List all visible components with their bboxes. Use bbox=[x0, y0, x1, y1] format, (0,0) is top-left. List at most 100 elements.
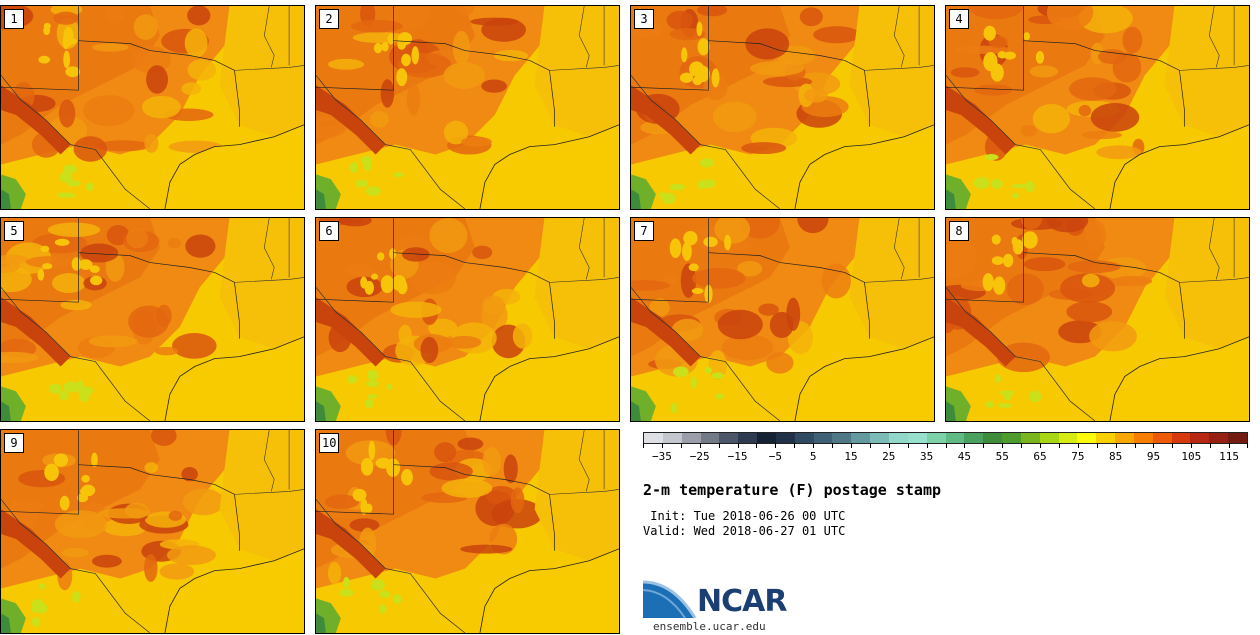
colorbar-cell bbox=[888, 433, 908, 443]
colorbar-cell bbox=[1115, 433, 1134, 443]
stamp-panel: 4 bbox=[945, 5, 1250, 210]
colorbar-label: 35 bbox=[919, 450, 934, 463]
colorbar-cell bbox=[1058, 433, 1078, 443]
colorbar-label: 95 bbox=[1146, 450, 1161, 463]
colorbar-tick bbox=[1040, 443, 1042, 448]
colorbar-cell bbox=[926, 433, 946, 443]
colorbar-cell bbox=[757, 433, 776, 443]
colorbar-tick bbox=[699, 443, 701, 448]
stamp-panel: 5 bbox=[0, 217, 305, 422]
colorbar-tick bbox=[737, 443, 739, 448]
colorbar-cell bbox=[832, 433, 852, 443]
colorbar-label: −25 bbox=[689, 450, 710, 463]
colorbar-cell bbox=[1096, 433, 1116, 443]
stamp-panel: 6 bbox=[315, 217, 620, 422]
stamp-number: 5 bbox=[4, 221, 24, 241]
colorbar-label: 15 bbox=[844, 450, 858, 463]
colorbar-cell bbox=[983, 433, 1003, 443]
colorbar-cell bbox=[851, 433, 871, 443]
site-url[interactable]: ensemble.ucar.edu bbox=[653, 620, 766, 633]
colorbar-label: −5 bbox=[768, 450, 782, 463]
colorbar-label: 5 bbox=[809, 450, 817, 463]
colorbar-cell bbox=[1020, 433, 1040, 443]
figure-title: 2-m temperature (F) postage stamp bbox=[643, 481, 942, 499]
colorbar-label: 105 bbox=[1181, 450, 1202, 463]
colorbar-tick bbox=[1021, 443, 1023, 448]
colorbar-cell bbox=[1228, 433, 1247, 443]
colorbar-tick bbox=[850, 443, 852, 448]
colorbar-tick bbox=[1172, 443, 1174, 448]
colorbar-cell bbox=[1209, 433, 1229, 443]
colorbar-tick bbox=[1153, 443, 1155, 448]
colorbar-cell bbox=[738, 433, 758, 443]
colorbar-cell bbox=[662, 433, 682, 443]
colorbar-tick bbox=[1134, 443, 1136, 448]
colorbar-cell bbox=[775, 433, 795, 443]
temperature-map bbox=[316, 6, 619, 209]
colorbar-label: −15 bbox=[727, 450, 748, 463]
colorbar-tick bbox=[813, 443, 815, 448]
stamp-number: 10 bbox=[319, 433, 340, 453]
stamp-number: 3 bbox=[634, 9, 654, 29]
colorbar-cell bbox=[1133, 433, 1153, 443]
temperature-map bbox=[631, 6, 934, 209]
colorbar-cell bbox=[1077, 433, 1097, 443]
colorbar-cell bbox=[1171, 433, 1191, 443]
colorbar-tick bbox=[1210, 443, 1212, 448]
colorbar-cell bbox=[1002, 433, 1021, 443]
colorbar-labels: −35 −25 −15 −5 5 15 25 35 45 55 65 75 85 95 105 115 bbox=[643, 450, 1248, 466]
ncar-wordmark: NCAR bbox=[697, 584, 787, 619]
stamp-number: 8 bbox=[949, 221, 969, 241]
colorbar-label: 25 bbox=[882, 450, 896, 463]
colorbar-label: 75 bbox=[1071, 450, 1085, 463]
colorbar-tick bbox=[1096, 443, 1098, 448]
colorbar-tick bbox=[756, 443, 758, 448]
stamp-number: 4 bbox=[949, 9, 969, 29]
stamp-panel: 1 bbox=[0, 5, 305, 210]
init-time: Init: Tue 2018-06-26 00 UTC bbox=[643, 509, 846, 523]
colorbar-label: 85 bbox=[1109, 450, 1123, 463]
colorbar-tick bbox=[643, 443, 644, 448]
colorbar-cell bbox=[907, 433, 927, 443]
temperature-map bbox=[316, 218, 619, 421]
colorbar-cell bbox=[945, 433, 965, 443]
stamp-number: 7 bbox=[634, 221, 654, 241]
colorbar-tick bbox=[1229, 443, 1231, 448]
colorbar-label: 115 bbox=[1219, 450, 1240, 463]
stamp-panel: 2 bbox=[315, 5, 620, 210]
colorbar-cell bbox=[700, 433, 720, 443]
stamp-panel: 9 bbox=[0, 429, 305, 634]
colorbar-tick bbox=[964, 443, 966, 448]
colorbar-tick bbox=[661, 443, 663, 448]
stamp-number: 9 bbox=[4, 433, 24, 453]
colorbar-tick bbox=[869, 443, 871, 448]
colorbar-cell bbox=[681, 433, 701, 443]
colorbar-tick bbox=[1002, 443, 1004, 448]
temperature-map bbox=[1, 6, 304, 209]
temperature-map bbox=[1, 218, 304, 421]
colorbar-cell bbox=[794, 433, 814, 443]
colorbar-cell bbox=[644, 433, 663, 443]
colorbar-tick bbox=[926, 443, 928, 448]
colorbar-tick bbox=[775, 443, 777, 448]
colorbar-tick bbox=[1247, 443, 1248, 448]
colorbar-cell bbox=[964, 433, 984, 443]
colorbar-cell bbox=[1152, 433, 1172, 443]
stamp-number: 6 bbox=[319, 221, 339, 241]
temperature-map bbox=[1, 430, 304, 633]
colorbar-tick bbox=[888, 443, 890, 448]
stamp-panel: 3 bbox=[630, 5, 935, 210]
colorbar-tick bbox=[1058, 443, 1060, 448]
colorbar-tick bbox=[680, 443, 682, 448]
colorbar-tick bbox=[907, 443, 909, 448]
temperature-map bbox=[631, 218, 934, 421]
stamp-panel: 8 bbox=[945, 217, 1250, 422]
colorbar-tick bbox=[832, 443, 834, 448]
stamp-number: 1 bbox=[4, 9, 24, 29]
colorbar-tick bbox=[1115, 443, 1117, 448]
ncar-logo-icon bbox=[643, 580, 697, 619]
colorbar-ticks bbox=[643, 443, 1248, 449]
temperature-map bbox=[946, 218, 1249, 421]
colorbar-cell bbox=[813, 433, 833, 443]
colorbar-label: 65 bbox=[1033, 450, 1047, 463]
